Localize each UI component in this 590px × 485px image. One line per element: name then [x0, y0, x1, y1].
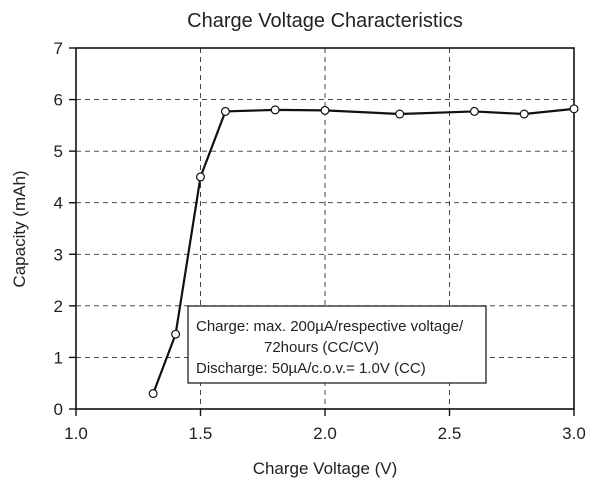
test-conditions-box: Charge: max. 200µA/respective voltage/ 7…: [187, 305, 487, 384]
capacity-data-point: [469, 106, 479, 116]
capacity-data-point: [395, 109, 405, 119]
annotation-line-2: 72hours (CC/CV): [264, 339, 379, 356]
capacity-series-line: [152, 107, 575, 394]
y-tick-label: 6: [54, 91, 63, 110]
y-tick-label: 4: [54, 194, 63, 213]
capacity-data-point: [220, 106, 230, 116]
y-tick-label: 7: [54, 39, 63, 58]
x-tick-label: 1.0: [64, 424, 88, 443]
x-tick-label: 3.0: [562, 424, 586, 443]
tick-layer: 1.0 1.5 2.0 2.5 3.0 0 1 2 3 4 5 6 7: [54, 39, 586, 443]
capacity-data-point: [171, 329, 181, 339]
test-conditions-box-border: [187, 305, 487, 384]
series-layer: [148, 104, 579, 399]
y-tick-label: 2: [54, 297, 63, 316]
capacity-data-point: [148, 389, 158, 399]
capacity-data-point: [519, 109, 529, 119]
y-tick-label: 5: [54, 142, 63, 161]
x-tick-label: 2.5: [438, 424, 462, 443]
x-tick-label: 2.0: [313, 424, 337, 443]
plot-frame: [75, 47, 575, 410]
y-axis-label: Capacity (mAh): [10, 170, 29, 287]
capacity-data-point: [320, 105, 330, 115]
y-tick-label: 0: [54, 400, 63, 419]
chart-title: Charge Voltage Characteristics: [187, 10, 463, 32]
y-tick-label: 1: [54, 348, 63, 367]
annotation-line-1: Charge: max. 200µA/respective voltage/: [196, 318, 464, 335]
capacity-data-point: [270, 105, 280, 115]
x-tick-label: 1.5: [189, 424, 213, 443]
x-axis-label: Charge Voltage (V): [253, 459, 398, 478]
annotation-line-3: Discharge: 50µA/c.o.v.= 1.0V (CC): [196, 360, 426, 377]
capacity-data-point: [196, 172, 206, 182]
capacity-data-point: [569, 104, 579, 114]
y-tick-label: 3: [54, 245, 63, 264]
